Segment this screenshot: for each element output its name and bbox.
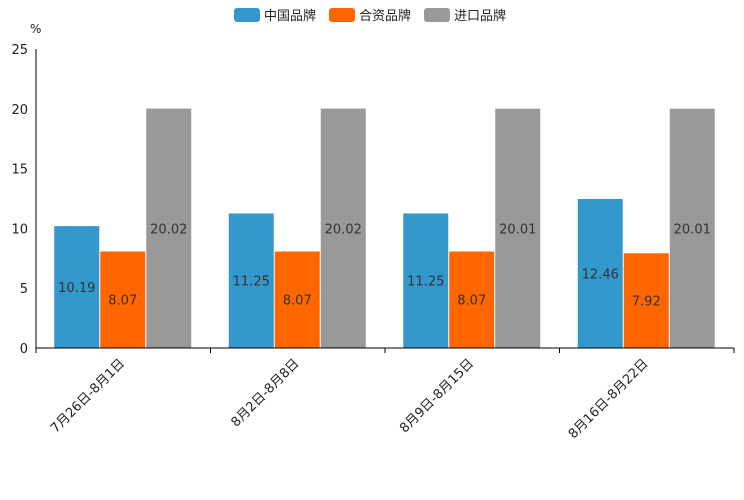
x-axis: 7月26日-8月1日 8月2日-8月8日 8月9日-8月15日 8月16日-8月22日 <box>35 347 735 442</box>
legend-item[interactable]: 进口品牌 <box>424 8 506 24</box>
x-tick-label: 8月2日-8月8日 <box>228 356 302 430</box>
bar <box>274 251 320 348</box>
bar <box>54 226 100 348</box>
legend-label: 合资品牌 <box>359 8 411 24</box>
y-tick-label: 15 <box>11 163 28 178</box>
bar-value-label: 8.07 <box>108 294 137 309</box>
legend-label: 进口品牌 <box>454 8 506 24</box>
legend-swatch <box>329 8 355 22</box>
bars-group: 10.19 8.07 20.02 11.25 8.07 20.02 11.25 8.07 20.… <box>54 108 715 349</box>
bar-value-label: 8.07 <box>283 294 312 309</box>
bar <box>100 251 146 348</box>
legend-swatch <box>424 8 450 22</box>
legend-swatch <box>234 8 260 22</box>
bar-value-label: 11.25 <box>233 275 270 290</box>
y-axis-unit-label: % <box>30 22 41 36</box>
bar <box>495 108 541 349</box>
y-tick-label: 5 <box>20 282 28 297</box>
bar-value-label: 12.46 <box>582 267 619 282</box>
bar-value-label: 7.92 <box>632 295 661 310</box>
legend: 中国品牌 合资品牌 进口品牌 <box>234 8 506 24</box>
bar-value-label: 20.02 <box>150 222 187 237</box>
x-tick-label: 8月9日-8月15日 <box>397 356 477 436</box>
bar <box>228 213 274 348</box>
y-tick-label: 10 <box>11 222 28 237</box>
x-tick-label: 7月26日-8月1日 <box>48 356 128 436</box>
y-axis: 0 5 10 15 20 25 <box>11 43 37 357</box>
bar <box>449 251 495 348</box>
bar-value-label: 20.02 <box>325 222 362 237</box>
bar <box>577 198 623 348</box>
legend-label: 中国品牌 <box>264 8 316 24</box>
y-tick-label: 20 <box>11 103 28 118</box>
bar <box>669 108 715 349</box>
bar-value-label: 20.01 <box>499 222 536 237</box>
y-tick-label: 25 <box>11 43 28 58</box>
bar <box>320 108 366 349</box>
bar <box>403 213 449 348</box>
bar-value-label: 8.07 <box>457 294 486 309</box>
y-tick-label: 0 <box>20 342 28 357</box>
legend-item[interactable]: 中国品牌 <box>234 8 316 24</box>
bar-value-label: 20.01 <box>674 222 711 237</box>
bar-value-label: 10.19 <box>58 281 95 296</box>
bar <box>146 108 192 349</box>
x-tick-label: 8月16日-8月22日 <box>566 356 652 442</box>
legend-item[interactable]: 合资品牌 <box>329 8 411 24</box>
bar-value-label: 11.25 <box>407 275 444 290</box>
bar <box>623 253 669 348</box>
